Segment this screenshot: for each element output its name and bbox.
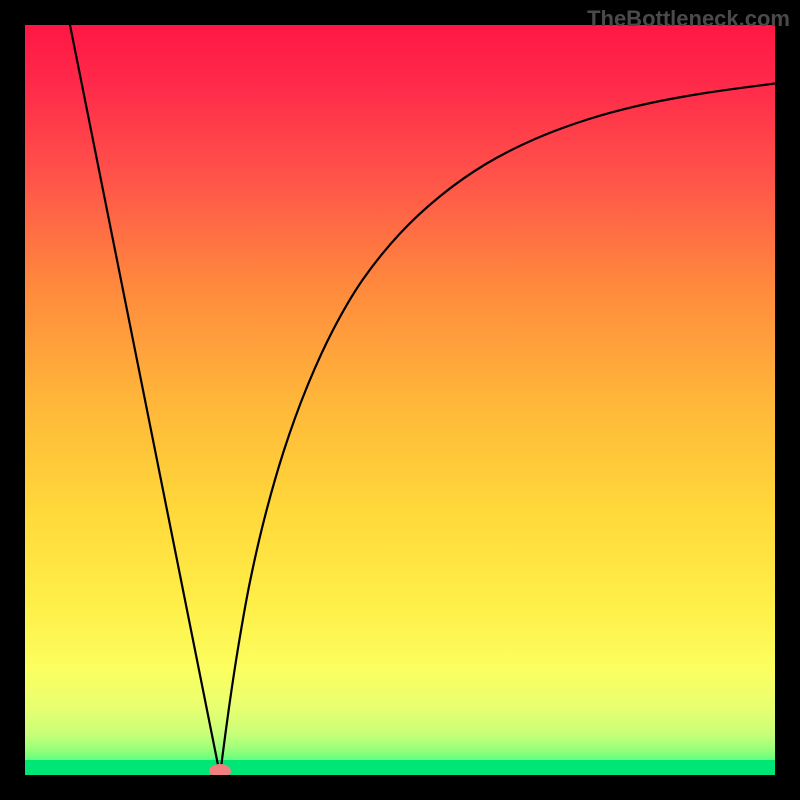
chart-curve xyxy=(25,25,775,775)
chart-minimum-marker xyxy=(209,764,231,775)
chart-plot-area xyxy=(25,25,775,775)
watermark-text: TheBottleneck.com xyxy=(587,6,790,32)
